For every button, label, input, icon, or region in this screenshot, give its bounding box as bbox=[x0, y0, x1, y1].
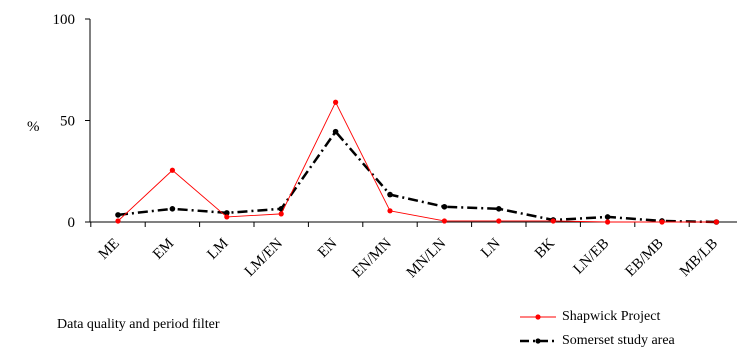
x-tick-label: EB/MB bbox=[623, 236, 667, 280]
axes bbox=[85, 18, 737, 227]
x-tick-label: LN bbox=[478, 235, 504, 261]
x-tick-label: EN/MN bbox=[349, 235, 395, 281]
y-tick-label: 100 bbox=[53, 12, 76, 28]
data-point bbox=[604, 214, 611, 220]
data-point bbox=[387, 191, 393, 198]
x-tick-label: EN bbox=[315, 235, 341, 261]
legend: Shapwick Project Somerset study area bbox=[520, 305, 675, 353]
x-tick-label: LM bbox=[204, 236, 231, 263]
series-somerset bbox=[115, 128, 720, 225]
y-tick-label: 0 bbox=[68, 215, 76, 231]
data-point bbox=[332, 128, 339, 135]
x-tick-label: LN/EB bbox=[570, 236, 612, 278]
y-tick-labels: 0 50 100 bbox=[53, 12, 76, 231]
y-tick-label: 50 bbox=[60, 114, 75, 130]
series-line bbox=[117, 130, 717, 224]
x-tick-label: MN/LN bbox=[404, 235, 450, 281]
x-tick-label: MB/LB bbox=[677, 236, 721, 280]
series-line bbox=[117, 101, 717, 223]
legend-item-somerset: Somerset study area bbox=[520, 329, 675, 353]
x-tick-label: LM/EN bbox=[242, 235, 286, 279]
legend-swatch-somerset bbox=[520, 338, 556, 344]
data-point bbox=[224, 214, 230, 220]
x-tick-label: ME bbox=[96, 236, 123, 263]
data-point bbox=[278, 211, 284, 217]
data-point bbox=[224, 210, 230, 216]
data-point bbox=[550, 218, 556, 224]
filter-note: Data quality and period filter bbox=[57, 317, 220, 332]
legend-item-shapwick: Shapwick Project bbox=[520, 305, 675, 329]
y-axis-label: % bbox=[27, 119, 40, 135]
legend-label-somerset: Somerset study area bbox=[562, 333, 675, 348]
data-point bbox=[496, 206, 502, 212]
data-point bbox=[441, 203, 448, 210]
data-point bbox=[115, 212, 121, 218]
data-point bbox=[169, 206, 176, 212]
data-point bbox=[441, 218, 447, 224]
series-layer bbox=[115, 99, 720, 225]
legend-swatch-shapwick bbox=[520, 314, 556, 320]
data-point bbox=[496, 218, 502, 224]
data-point bbox=[387, 208, 393, 214]
x-tick-labels: ME EM LM LM/EN EN EN/MN MN/LN LN BK LN/EB EB/MB MB/… bbox=[96, 235, 722, 281]
data-point bbox=[659, 219, 665, 225]
x-tick-label: BK bbox=[532, 235, 558, 261]
legend-label-shapwick: Shapwick Project bbox=[562, 309, 661, 324]
data-point bbox=[605, 219, 611, 225]
data-point bbox=[115, 218, 121, 224]
data-point bbox=[169, 167, 175, 173]
data-point bbox=[713, 219, 720, 225]
data-point bbox=[333, 99, 339, 105]
series-shapwick bbox=[115, 99, 720, 225]
x-tick-label: EM bbox=[150, 236, 177, 263]
